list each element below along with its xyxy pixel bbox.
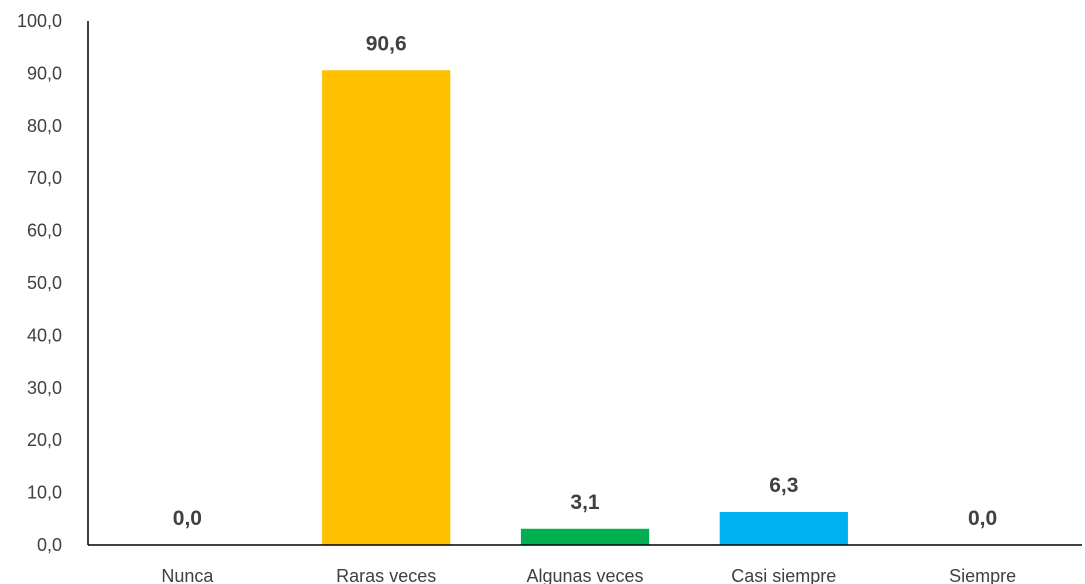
y-tick-label: 20,0 <box>27 430 62 450</box>
x-axis: Nunca Raras veces Algunas veces Casi siempr… <box>88 544 1082 584</box>
data-labels: 0,0 90,6 3,1 6,3 0,0 <box>173 32 997 530</box>
y-tick-label: 50,0 <box>27 273 62 293</box>
y-tick-label: 60,0 <box>27 221 62 241</box>
x-tick-label: Casi siempre <box>731 566 836 584</box>
data-label: 6,3 <box>769 474 798 497</box>
bars <box>322 70 848 546</box>
y-tick-label: 30,0 <box>27 378 62 398</box>
y-axis: 0,0 10,0 20,0 30,0 40,0 50,0 60,0 70,0 80,0 90,0 1… <box>17 11 89 555</box>
data-label: 3,1 <box>570 491 600 514</box>
x-tick-label: Nunca <box>161 566 214 584</box>
y-tick-label: 90,0 <box>27 63 62 83</box>
data-label: 90,6 <box>366 32 407 55</box>
y-tick-label: 100,0 <box>17 11 62 31</box>
y-tick-label: 70,0 <box>27 168 62 188</box>
y-tick-label: 0,0 <box>37 535 62 555</box>
bar <box>322 70 451 546</box>
x-tick-label: Algunas veces <box>526 566 643 584</box>
y-tick-label: 80,0 <box>27 116 62 136</box>
data-label: 0,0 <box>173 507 202 530</box>
x-tick-label: Raras veces <box>336 566 436 584</box>
bar <box>520 528 650 545</box>
y-tick-label: 10,0 <box>27 483 62 503</box>
x-tick-label: Siempre <box>949 566 1016 584</box>
bar <box>719 511 848 545</box>
y-tick-label: 40,0 <box>27 325 62 345</box>
data-label: 0,0 <box>968 507 997 530</box>
